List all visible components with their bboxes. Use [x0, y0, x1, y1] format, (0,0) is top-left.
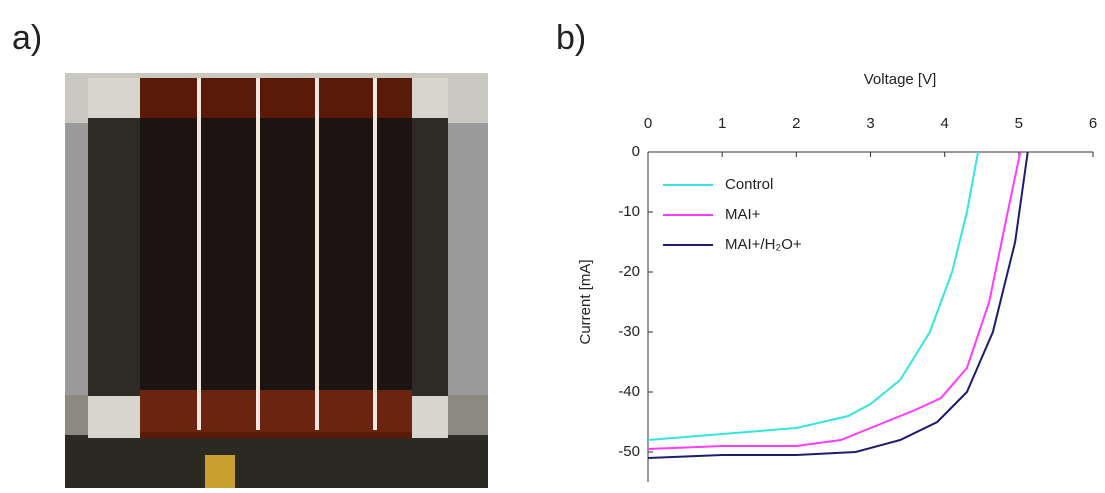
photo	[65, 73, 488, 488]
x-tick-label: 1	[718, 115, 726, 132]
legend-label: MAI+	[725, 206, 761, 223]
x-tick-label: 3	[866, 115, 874, 132]
x-tick-label: 6	[1089, 115, 1097, 132]
x-tick-label: 0	[644, 115, 652, 132]
panel-label: a)	[12, 19, 42, 57]
line	[647, 151, 1029, 459]
legend-label: MAI+/H₂O+	[725, 236, 802, 253]
y-tick-label: -10	[618, 203, 640, 220]
legend-label: Control	[725, 176, 773, 193]
y-tick-label: -40	[618, 383, 640, 400]
y-tick-label: -20	[618, 263, 640, 280]
x-tick-label: 5	[1015, 115, 1023, 132]
y-tick-label: -30	[618, 323, 640, 340]
x-tick-label: 4	[940, 115, 948, 132]
line	[647, 151, 980, 441]
x-tick-label: 2	[792, 115, 800, 132]
x-axis-label: Voltage [V]	[864, 71, 937, 88]
panel-label: b)	[556, 19, 586, 57]
y-tick-label: -50	[618, 443, 640, 460]
y-axis-label: Current [mA]	[577, 259, 594, 344]
line	[647, 151, 1022, 450]
y-tick-label: 0	[632, 143, 640, 160]
